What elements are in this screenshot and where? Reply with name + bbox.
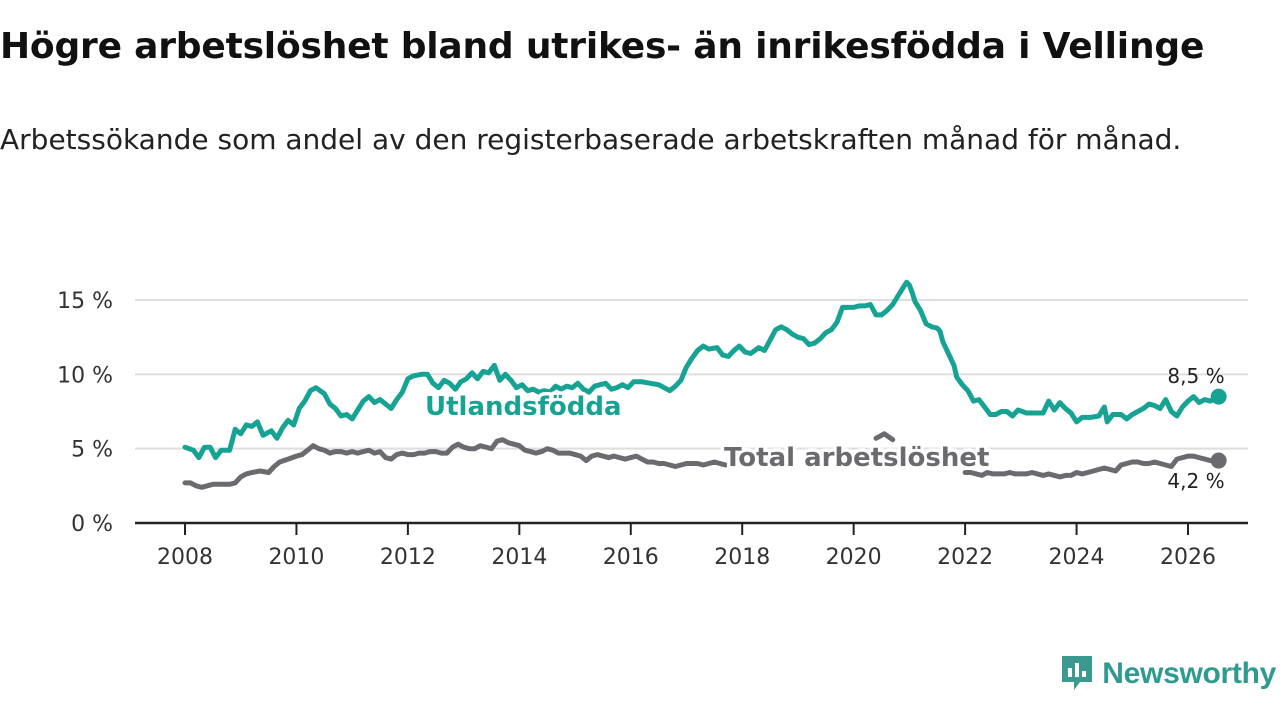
brand-name: Newsworthy bbox=[1102, 657, 1276, 690]
x-tick-label: 2016 bbox=[603, 545, 659, 570]
y-tick-label: 5 % bbox=[71, 438, 113, 463]
y-tick-label: 0 % bbox=[71, 512, 113, 537]
end-point-total bbox=[1210, 452, 1227, 469]
newsworthy-logo[interactable]: Newsworthy bbox=[1060, 654, 1276, 694]
series-line-utlandsfodda bbox=[182, 279, 1222, 461]
x-tick-label: 2026 bbox=[1160, 545, 1216, 570]
x-tick-label: 2024 bbox=[1049, 545, 1105, 570]
gridlines bbox=[135, 299, 1248, 450]
y-tick-label: 15 % bbox=[57, 289, 113, 314]
end-point-utlandsfodda bbox=[1210, 388, 1227, 405]
series-line-total bbox=[182, 431, 1222, 490]
x-tick-label: 2014 bbox=[491, 545, 547, 570]
x-tick-label: 2010 bbox=[268, 545, 324, 570]
end-label-utlandsfodda: 8,5 % bbox=[1167, 364, 1224, 388]
x-tick-label: 2008 bbox=[157, 545, 213, 570]
x-tick-label: 2020 bbox=[826, 545, 882, 570]
chart-title: Högre arbetslöshet bland utrikes- än inr… bbox=[0, 26, 1205, 67]
series-label-utlandsfodda: Utlandsfödda bbox=[425, 392, 622, 422]
series-label-total: Total arbetslöshet bbox=[724, 443, 989, 473]
x-tick-label: 2018 bbox=[714, 545, 770, 570]
x-tick-label: 2022 bbox=[937, 545, 993, 570]
y-axis-labels: 0 % 5 % 10 % 15 % bbox=[57, 289, 113, 537]
series-lines bbox=[182, 279, 1227, 490]
newsworthy-logo-icon bbox=[1062, 656, 1093, 690]
end-label-total: 4,2 % bbox=[1167, 469, 1224, 493]
chart-subtitle: Arbetssökande som andel av den registerb… bbox=[0, 123, 1182, 156]
x-tick-label: 2012 bbox=[380, 545, 436, 570]
x-axis: 2008 2010 2012 2014 2016 2018 2020 2022 2024 2026 bbox=[135, 521, 1248, 570]
y-tick-label: 10 % bbox=[57, 363, 113, 388]
series-labels: Utlandsfödda Total arbetslöshet 8,5 % 4,2 % bbox=[422, 364, 1225, 493]
